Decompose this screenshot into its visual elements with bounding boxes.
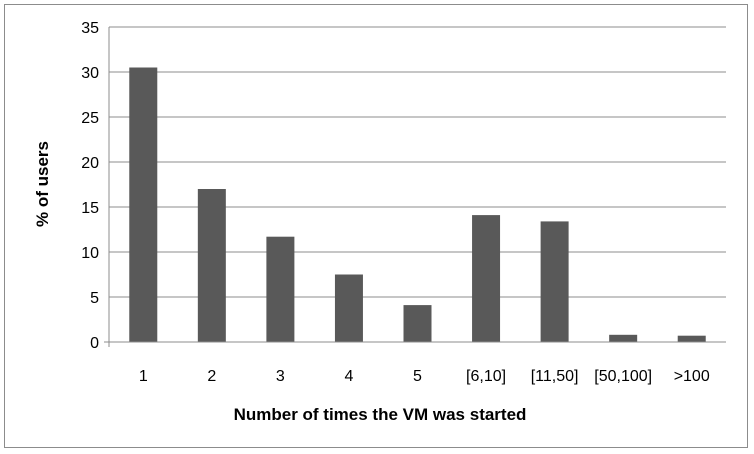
y-tick-label: 5	[90, 290, 99, 307]
bar	[540, 221, 569, 342]
x-axis-title: Number of times the VM was started	[234, 405, 527, 424]
y-tick-label: 0	[90, 335, 99, 352]
x-tick-labels: 1 2 3 4 5 [6,10] [11,50] [50,100] >100	[139, 368, 710, 385]
y-tick-label: 10	[81, 245, 99, 262]
bar	[609, 334, 638, 342]
y-tick-labels: 0 5 10 15 20 25 30 35	[81, 20, 99, 352]
x-tick-label: [50,100]	[594, 368, 652, 385]
chart-frame	[4, 4, 748, 448]
bar	[334, 274, 363, 342]
bar	[129, 67, 158, 342]
y-tick-label: 25	[81, 110, 99, 127]
y-axis-title: % of users	[33, 141, 52, 227]
bar	[472, 215, 501, 342]
bar	[197, 189, 226, 342]
bar	[266, 236, 295, 342]
x-tick-label: 1	[139, 368, 148, 385]
y-tick-label: 15	[81, 200, 99, 217]
x-tick-label: [6,10]	[466, 368, 506, 385]
x-tick-label: 4	[344, 368, 353, 385]
x-tick-label: 3	[276, 368, 285, 385]
bar	[677, 335, 706, 342]
bar	[403, 305, 432, 342]
y-tick-label: 30	[81, 65, 99, 82]
y-tick-label: 20	[81, 155, 99, 172]
y-tick-label: 35	[81, 20, 99, 37]
x-tick-label: 5	[413, 368, 422, 385]
bars	[129, 67, 706, 342]
x-tick-label: 2	[207, 368, 216, 385]
x-tick-label: >100	[674, 368, 710, 385]
x-tick-label: [11,50]	[531, 368, 579, 385]
